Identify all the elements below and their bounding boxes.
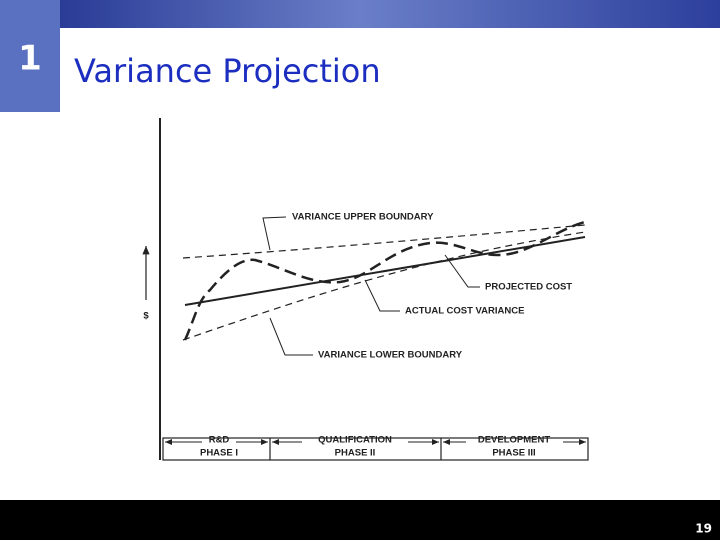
phase-name: QUALIFICATION [318,435,392,446]
top-band [0,0,720,28]
number-box [0,0,60,112]
axis-label: $ [143,311,149,322]
curve-label: ACTUAL COST VARIANCE [405,306,524,317]
phase-name: R&D [209,435,230,446]
curve-label: PROJECTED COST [485,282,572,293]
leader-line [444,254,480,288]
actual-variance [183,220,586,341]
leader-line [364,279,400,312]
projected-cost [184,236,586,306]
slide-number: 1 [18,39,42,79]
curve-label: VARIANCE LOWER BOUNDARY [318,350,463,361]
lower-boundary [182,231,586,341]
footer-bar [0,500,720,540]
phase-box [162,437,589,461]
upper-boundary [182,224,586,259]
page-number: 19 [695,522,712,536]
curve-label: VARIANCE UPPER BOUNDARY [292,212,434,223]
phase-name: DEVELOPMENT [478,435,551,446]
phase-number: PHASE I [200,448,238,459]
phase-number: PHASE II [335,448,376,459]
leader-line [262,216,287,251]
slide-title: Variance Projection [74,52,381,90]
figure: $ VARIANCE UPPER BOUNDARY PROJECTED COST… [142,118,589,461]
phase-number: PHASE III [492,448,535,459]
leader-line [269,317,313,356]
